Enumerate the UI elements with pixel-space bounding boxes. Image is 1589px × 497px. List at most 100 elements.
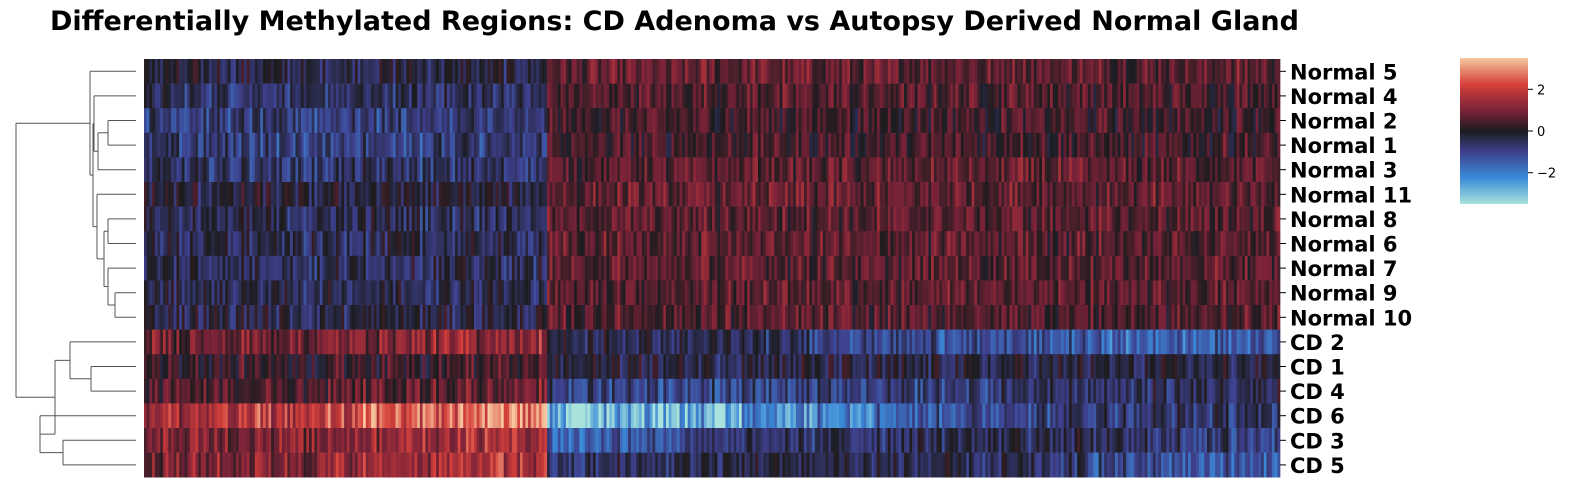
heatmap-cell — [779, 108, 783, 134]
heatmap-cell — [825, 108, 829, 134]
heatmap-cell — [333, 132, 337, 158]
heatmap-cell — [1182, 206, 1186, 232]
heatmap-cell — [530, 329, 534, 355]
heatmap-cell — [825, 255, 829, 281]
heatmap-cell — [1047, 157, 1051, 183]
heatmap-cell — [620, 132, 624, 158]
heatmap-cell — [1244, 59, 1248, 84]
heatmap-cell — [855, 157, 859, 183]
heatmap-cell — [511, 231, 515, 257]
heatmap-cell — [211, 59, 215, 84]
heatmap-cell — [996, 231, 1000, 257]
heatmap-cell — [1225, 157, 1229, 183]
heatmap-cell — [1036, 83, 1040, 109]
heatmap-cell — [238, 206, 242, 232]
heatmap-cell — [917, 108, 921, 134]
heatmap-cell — [1266, 59, 1270, 84]
heatmap-cell — [538, 206, 542, 232]
heatmap-cell — [398, 182, 402, 207]
heatmap-cell — [579, 157, 583, 183]
heatmap-cell — [492, 108, 496, 134]
heatmap-cell — [371, 157, 375, 183]
heatmap-cell — [1039, 231, 1043, 257]
heatmap-cell — [325, 280, 329, 306]
heatmap-cell — [260, 280, 264, 306]
heatmap-cell — [436, 255, 440, 281]
heatmap-cell — [449, 157, 453, 183]
heatmap-cell — [809, 231, 813, 257]
heatmap-cell — [522, 231, 526, 257]
heatmap-cell — [871, 206, 875, 232]
heatmap-cell — [349, 231, 353, 257]
heatmap-cell — [227, 157, 231, 183]
heatmap-cell — [1188, 132, 1192, 158]
heatmap-cell — [455, 206, 459, 232]
heatmap-cell — [828, 329, 832, 355]
heatmap-cell — [606, 59, 610, 84]
heatmap-cell — [200, 157, 204, 183]
heatmap-cell — [668, 305, 672, 330]
heatmap-cell — [801, 108, 805, 134]
heatmap-cell — [214, 231, 218, 257]
heatmap-cell — [146, 59, 150, 84]
heatmap-cell — [933, 305, 937, 330]
heatmap-cell — [541, 83, 545, 109]
heatmap-cell — [657, 255, 661, 281]
heatmap-cell — [706, 206, 710, 232]
heatmap-cell — [1220, 157, 1224, 183]
heatmap-cell — [227, 59, 231, 84]
heatmap-cell — [876, 329, 881, 355]
heatmap-cell — [549, 157, 553, 183]
heatmap-cell — [722, 280, 726, 306]
heatmap-cell — [644, 182, 648, 207]
heatmap-cell — [871, 59, 875, 84]
heatmap-cell — [549, 305, 553, 330]
heatmap-cell — [768, 280, 772, 306]
heatmap-cell — [793, 108, 797, 134]
heatmap-cell — [858, 182, 862, 207]
heatmap-cell — [200, 329, 204, 355]
heatmap-cell — [311, 83, 315, 109]
heatmap-cell — [1033, 83, 1037, 109]
heatmap-cell — [687, 182, 691, 207]
heatmap-cell — [227, 182, 231, 207]
heatmap-cell — [1001, 305, 1005, 330]
heatmap-cell — [352, 59, 356, 84]
heatmap-cell — [1001, 83, 1005, 109]
heatmap-cell — [511, 108, 515, 134]
heatmap-cell — [144, 280, 148, 306]
heatmap-cell — [506, 280, 510, 306]
heatmap-cell — [1139, 157, 1143, 183]
heatmap-cell — [279, 305, 283, 330]
heatmap-cell — [736, 157, 740, 183]
heatmap-cell — [460, 305, 464, 330]
heatmap-cell — [1225, 132, 1229, 158]
heatmap-cell — [1125, 231, 1129, 257]
heatmap-cell — [211, 255, 215, 281]
heatmap-cell — [187, 280, 191, 306]
heatmap-cell — [295, 182, 299, 207]
heatmap-cell — [966, 305, 970, 330]
heatmap-cell — [901, 182, 905, 207]
heatmap-cell — [655, 59, 659, 84]
heatmap-cell — [876, 280, 881, 306]
heatmap-cell — [739, 182, 743, 207]
heatmap-cell — [844, 231, 848, 257]
heatmap-cell — [1006, 231, 1010, 257]
heatmap-cell — [544, 182, 548, 207]
heatmap-cell — [836, 305, 840, 330]
heatmap-cell — [392, 132, 396, 158]
heatmap-cell — [414, 255, 418, 281]
heatmap-cell — [760, 157, 764, 183]
heatmap-cell — [998, 157, 1002, 183]
heatmap-cell — [1025, 83, 1029, 109]
heatmap-cell — [246, 255, 250, 281]
heatmap-cell — [1055, 157, 1059, 183]
heatmap-cell — [703, 132, 707, 158]
heatmap-cell — [620, 108, 624, 134]
heatmap-cell — [958, 182, 962, 207]
heatmap-cell — [1079, 255, 1083, 281]
heatmap-cell — [666, 59, 670, 84]
heatmap-cell — [771, 231, 775, 257]
heatmap-cell — [1098, 280, 1102, 306]
